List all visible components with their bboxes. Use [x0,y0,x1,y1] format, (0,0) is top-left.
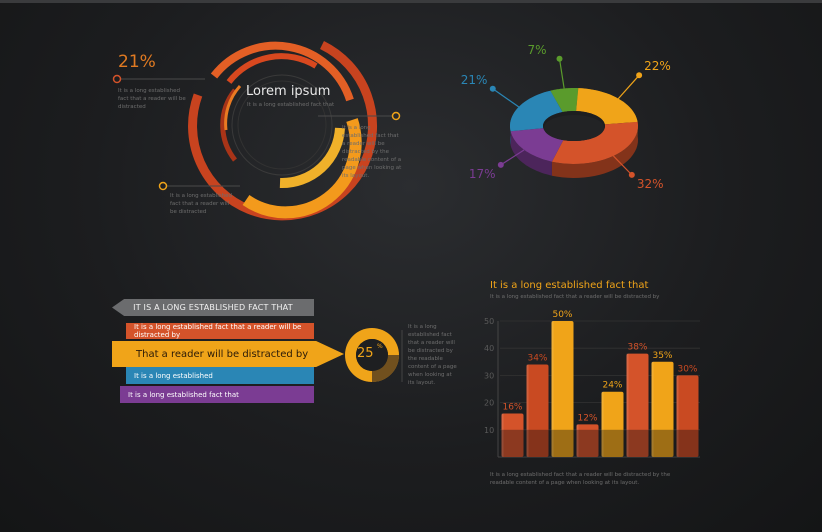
bar-2 [551,321,574,457]
donut-slice-1 [576,88,638,125]
bar-shade-7 [676,429,699,457]
bar-ytick-4: 50 [484,317,494,326]
ribbon-row-1: It is a long established fact that a rea… [126,323,314,339]
bar-shade-6 [651,429,674,457]
donut-label-0: 7% [527,42,547,57]
donut-label-1: 22% [644,59,671,74]
donut-dot-2 [628,171,635,178]
bar-label-1: 34% [527,354,547,364]
radial-arc-4 [279,127,345,189]
bar-chart-title: It is a long established fact that [490,280,649,291]
bar-label-0: 16% [502,402,522,412]
bar-chart-footer: It is a long established fact that a rea… [490,472,671,486]
bar-shade-0 [501,429,524,457]
ribbon-row-1-text: It is a long established fact that a rea… [134,323,302,339]
bar-highlight-3 [576,424,579,457]
donut-leader-4 [492,88,520,108]
donut-leader-3 [500,149,525,166]
ribbon-row-2: That a reader will be distracted by [112,341,344,367]
ribbon-row-3-text: It is a long established [134,371,213,380]
radial-arc-5 [220,88,237,162]
donut-wall-3 [510,131,552,176]
radial-left-caption: It is a long established fact that a rea… [118,88,186,110]
radial-arc-6 [226,53,318,84]
bar-shade-1 [526,429,549,457]
ribbon-row-4: It is a long established fact that [120,386,314,403]
radial-dot-left [112,74,122,84]
donut-label-3: 17% [468,166,496,181]
donut-leader-0 [558,58,565,89]
radial-bottom-caption: It is a long established fact that a rea… [170,193,232,215]
donut-label-4: 21% [460,72,488,87]
bar-label-6: 35% [652,351,672,361]
radial-arc-3 [242,118,362,219]
bar-3 [576,424,599,457]
bar-label-5: 38% [627,343,647,353]
bar-label-2: 50% [552,310,572,320]
bar-chart-subtitle: It is a long established fact that a rea… [490,294,660,300]
radial-subtitle: It is a long established fact that [247,102,335,108]
bar-highlight-1 [526,364,529,457]
donut-slice-2 [551,121,638,164]
top-border [0,0,822,3]
bar-ytick-3: 40 [484,344,494,353]
radial-percent: 21% [118,52,156,72]
radial-inner-ring [231,74,333,176]
bar-4 [601,391,624,457]
donut-dot-0 [556,55,563,62]
donut-label-2: 32% [636,176,664,191]
bar-1 [526,364,549,457]
ribbon-header-text: IT IS A LONG ESTABLISHED FACT THAT [133,303,293,312]
bar-highlight-4 [601,391,604,457]
ribbon-row-3: It is a long established [126,367,314,384]
ribbon-header: IT IS A LONG ESTABLISHED FACT THAT [112,299,314,316]
radial-title: Lorem ipsum [246,84,331,99]
donut-slice-4 [510,90,563,132]
bar-7 [676,375,699,457]
bar-6 [651,361,674,457]
donut-hole-inner [544,115,604,141]
bar-highlight-5 [626,353,629,457]
radial-right-caption: It is a long established fact that a rea… [342,125,402,179]
bar-0 [501,413,524,457]
bar-ytick-2: 30 [484,371,494,380]
bar-shade-5 [626,429,649,457]
bar-floor-band [500,429,700,457]
bar-ytick-1: 20 [484,399,494,408]
donut-dot-3 [497,161,504,168]
bar-highlight-0 [501,413,504,457]
donut-wall-2 [551,121,638,178]
bar-5 [626,353,649,457]
bar-highlight-7 [676,375,679,457]
bar-ytick-0: 10 [484,426,494,435]
bar-label-4: 24% [602,381,622,391]
bar-shade-4 [601,429,624,457]
donut-leader-2 [612,155,633,176]
badge-value: 25 [357,346,374,361]
radial-arc-7 [224,84,242,131]
bar-shade-2 [551,429,574,457]
radial-arc-2 [210,41,354,102]
badge-suffix: % [377,343,383,350]
bar-label-7: 30% [677,364,697,374]
radial-dot-bottom [158,181,168,191]
ribbon-row-4-text: It is a long established fact that [128,390,239,399]
donut-slice-3 [510,128,564,162]
bar-shade-3 [576,429,599,457]
donut-dot-4 [489,85,496,92]
radial-dot-right [391,111,401,121]
badge-caption: It is a long established fact that a rea… [408,324,457,386]
bar-label-3: 12% [577,413,597,423]
donut-slice-0 [550,88,579,113]
donut-dot-1 [636,72,643,79]
bar-highlight-2 [551,321,554,457]
ribbon-row-2-text: That a reader will be distracted by [136,348,309,360]
bar-highlight-6 [651,361,654,457]
donut-leader-1 [617,74,640,99]
radial-inner-ring-2 [237,80,327,170]
